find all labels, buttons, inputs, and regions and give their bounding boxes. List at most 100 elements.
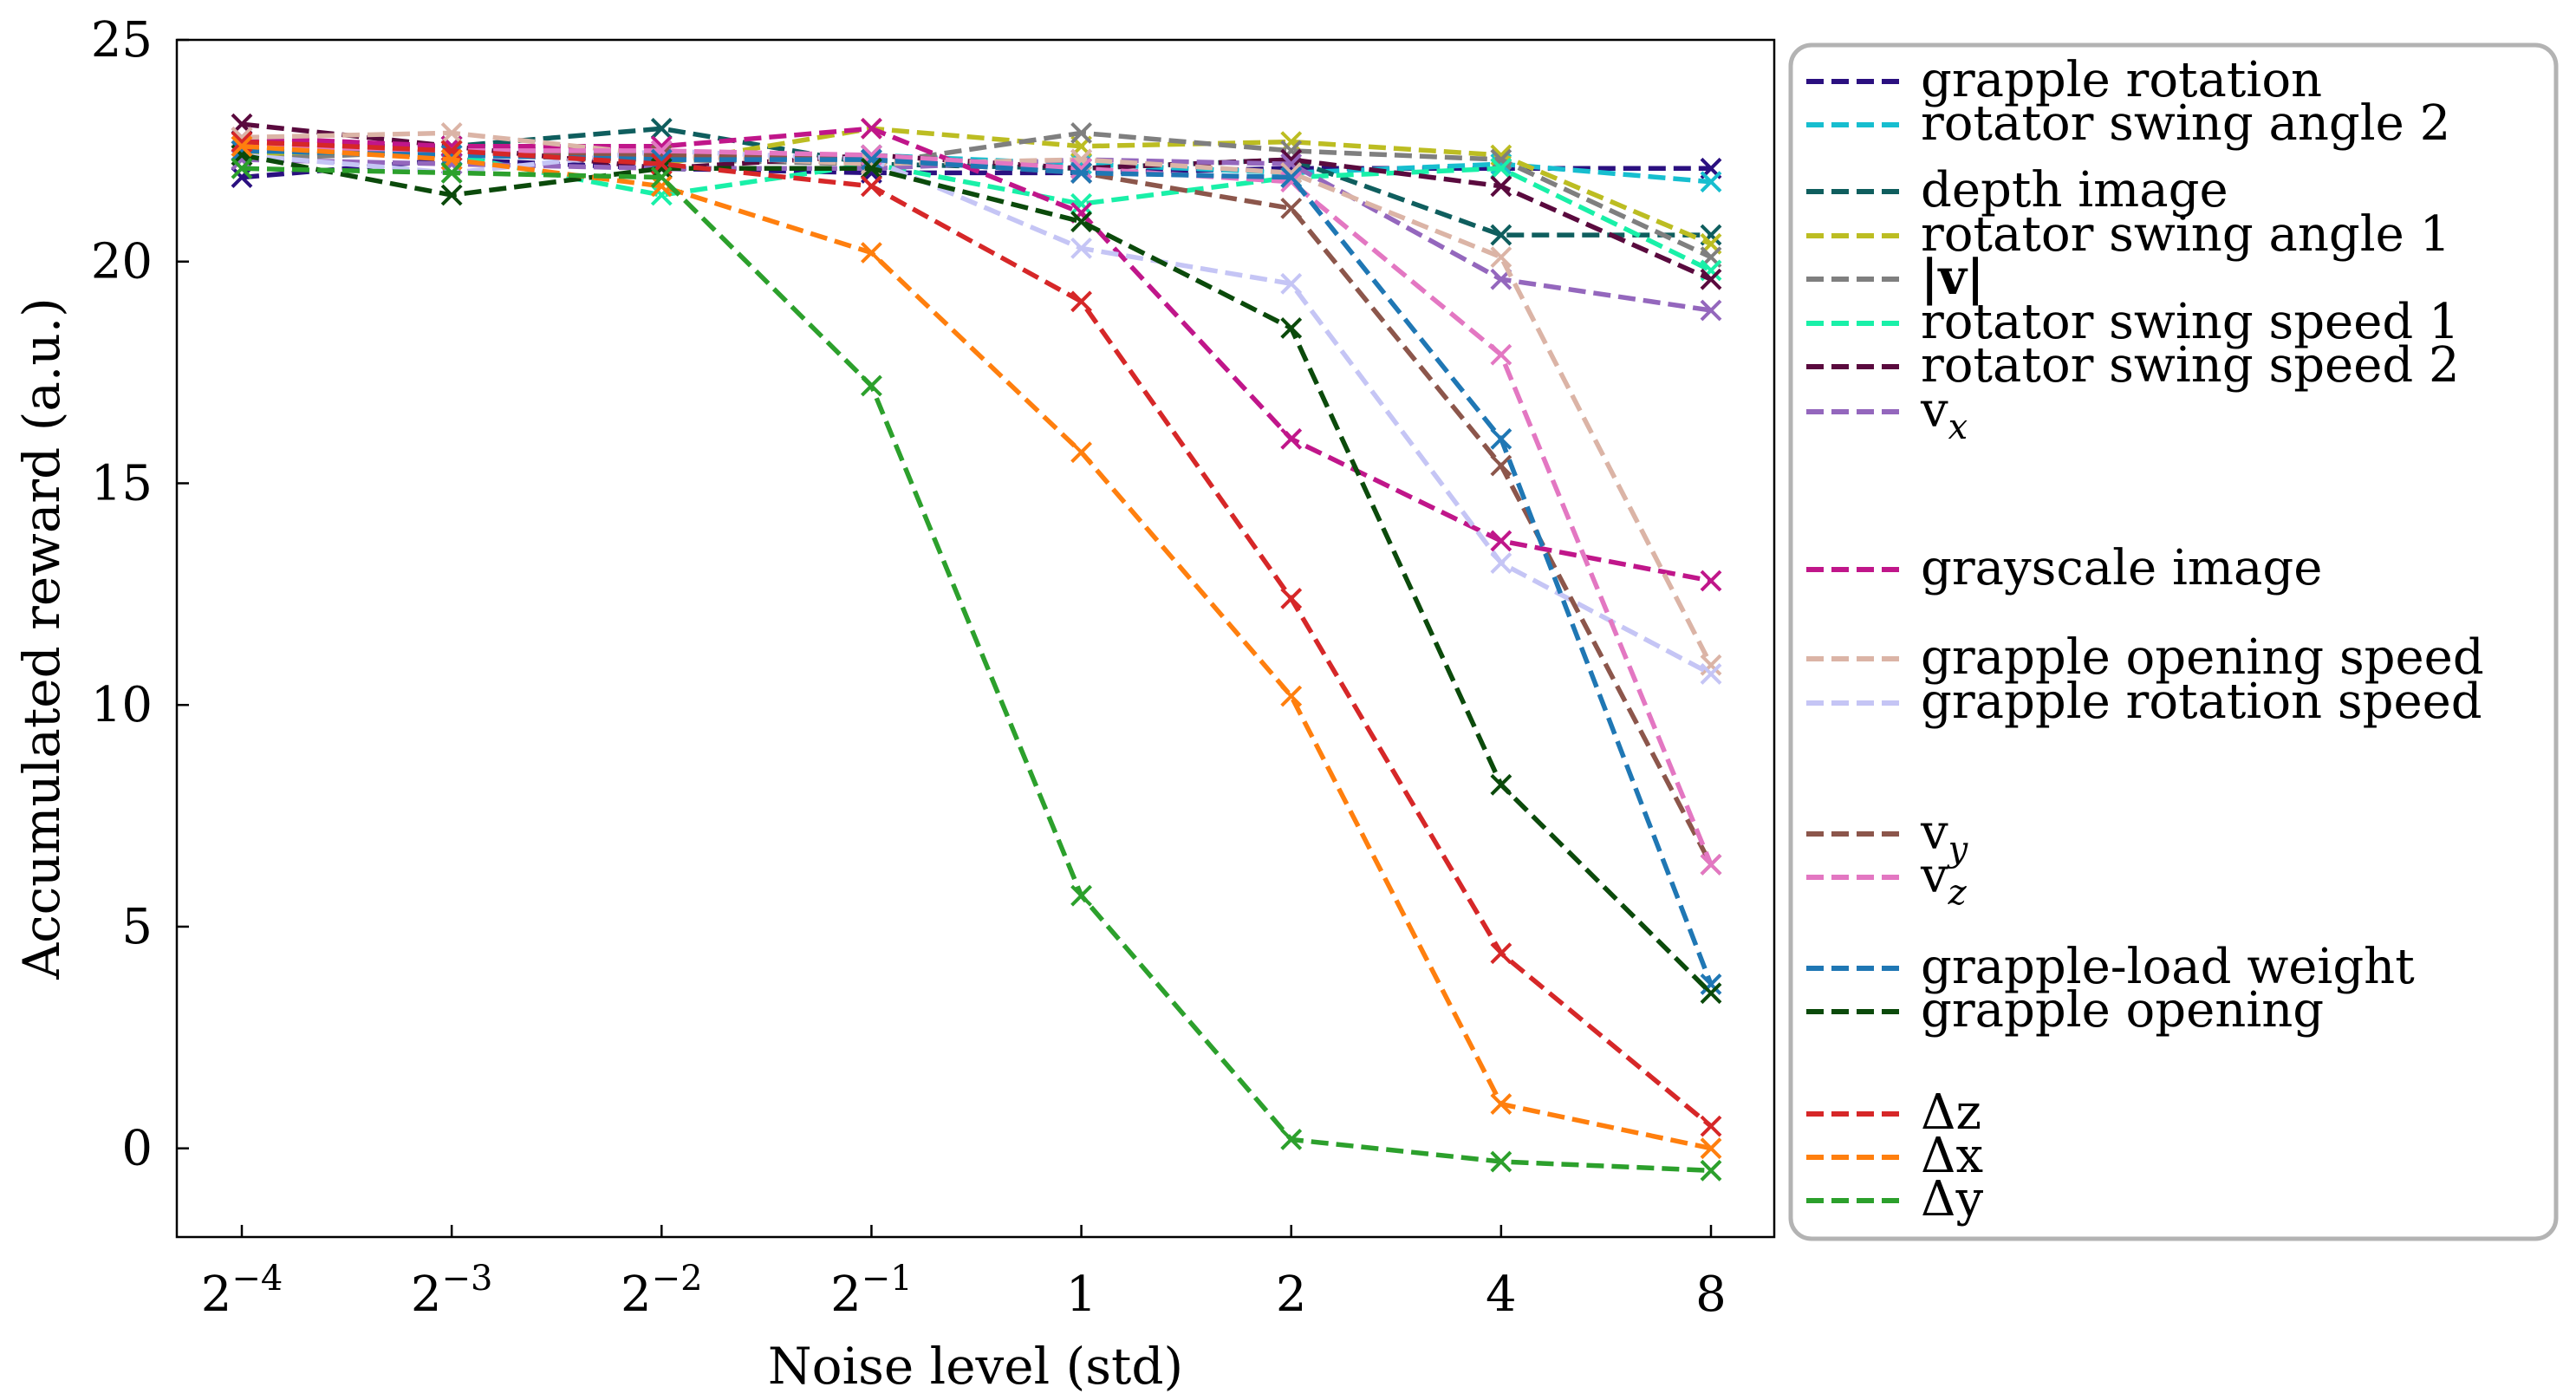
series-line [241,126,1712,583]
data-point [650,117,673,140]
data-point [1700,973,1722,995]
legend-entry-v: |v| [1806,249,1984,306]
x-tick-label: 1 [1066,1267,1097,1323]
legend-label: grapple opening [1921,982,2324,1039]
data-point [1280,166,1303,188]
series-line [241,130,1714,667]
legend-box [1788,42,2559,1241]
data-point [1070,237,1092,259]
data-point [1070,192,1092,215]
data-point [1490,1150,1512,1173]
axes: 0 5 10 15 20 25 2−4 2−3 2−2 2−1 1 2 4 8 Noise level (s… [12,12,1776,1396]
legend-label: Δz [1921,1084,1981,1141]
series-vz [231,135,1722,876]
data-point [650,166,673,188]
x-tick-label: 2−1 [830,1259,913,1323]
legend-entry-v-y: vy [1806,804,1969,869]
data-point [1700,663,1722,685]
legend-entry-grapple-opening: grapple opening [1806,982,2324,1039]
x-axis-label: Noise level (std) [768,1337,1183,1396]
data-point [1490,1093,1512,1115]
y-tick-label: 20 [91,234,153,290]
plot-area [231,113,1722,1182]
series-z [231,131,1722,1137]
legend-label: grayscale image [1921,540,2322,596]
legend-label: rotator swing angle 2 [1921,95,2450,152]
legend-entry-depth-image: depth image [1806,162,2228,218]
data-point [440,162,463,184]
data-point [861,117,882,140]
plot-frame [175,38,1776,1239]
legend-label: grapple opening speed [1921,629,2484,686]
y-tick-label: 5 [121,899,153,955]
data-point [861,148,882,171]
data-point [1070,162,1092,184]
data-point [1280,272,1303,295]
series-line [241,166,1712,1174]
data-point [1280,588,1303,609]
y-tick-label: 0 [121,1121,153,1177]
data-point [1490,246,1512,269]
data-point [861,242,882,264]
data-point [440,184,463,206]
data-point [650,175,673,198]
legend-label: vy [1920,804,1969,869]
x-tick-label: 2−4 [201,1259,283,1323]
legend-entry-z: Δz [1806,1084,1981,1141]
data-point [231,157,253,179]
legend-entry-rotator-swing-angle-1: rotator swing angle 1 [1806,206,2450,263]
legend-label: rotator swing angle 1 [1921,206,2450,263]
legend-label: |v| [1921,249,1984,306]
data-point [1700,171,1722,193]
x-tick-label: 4 [1486,1267,1517,1323]
series-line [241,153,1713,995]
y-tick-label: 15 [91,455,153,511]
data-point [231,135,253,158]
legend-entry-y: Δy [1806,1171,1983,1227]
data-point [1280,685,1303,707]
legend-label: Δy [1921,1171,1983,1227]
series-line [241,139,1713,1129]
x-tick-label: 2 [1276,1267,1307,1323]
series-grapple-rotation-speed [231,140,1722,685]
x-tick-label: 8 [1695,1267,1727,1323]
y-axis-label: Accumulated reward (a.u.) [12,297,71,980]
data-point [1700,570,1722,592]
series-line [241,144,1712,1151]
series-line [241,130,1713,260]
data-point [1490,427,1512,450]
data-point [1700,1115,1722,1137]
x-tick-label: 2−2 [621,1259,703,1323]
x-tick-label: 2−3 [411,1259,493,1323]
series-line [241,148,1713,676]
data-point [1490,148,1512,171]
data-point [231,166,253,188]
legend-label: rotator swing speed 1 [1921,294,2460,350]
data-point [1280,1129,1303,1150]
data-point [440,121,463,144]
data-point [1280,197,1303,219]
legend-entry-rotator-swing-speed-1: rotator swing speed 1 [1806,294,2460,350]
legend-label: depth image [1921,162,2228,218]
y-tick-label: 25 [91,12,153,68]
data-point [1490,773,1512,796]
legend-label: vz [1920,848,1968,913]
legend-entry-grapple-opening-speed: grapple opening speed [1806,629,2484,686]
series-y [231,157,1722,1182]
data-point [1700,654,1722,676]
legend-label: grapple rotation speed [1921,674,2482,730]
data-point [1070,211,1092,233]
data-point [1280,317,1303,339]
series-line [241,148,1714,986]
legend-label: rotator swing speed 2 [1921,337,2460,394]
legend-label: Δx [1921,1128,1983,1184]
legend-entry-grapple-load-weight: grapple-load weight [1806,939,2415,995]
legend-entry-grapple-rotation: grapple rotation [1806,52,2322,108]
data-point [1490,942,1512,965]
data-point [1700,268,1722,290]
data-point [1700,299,1722,322]
series-line [241,148,1713,273]
data-point [1700,1137,1722,1160]
